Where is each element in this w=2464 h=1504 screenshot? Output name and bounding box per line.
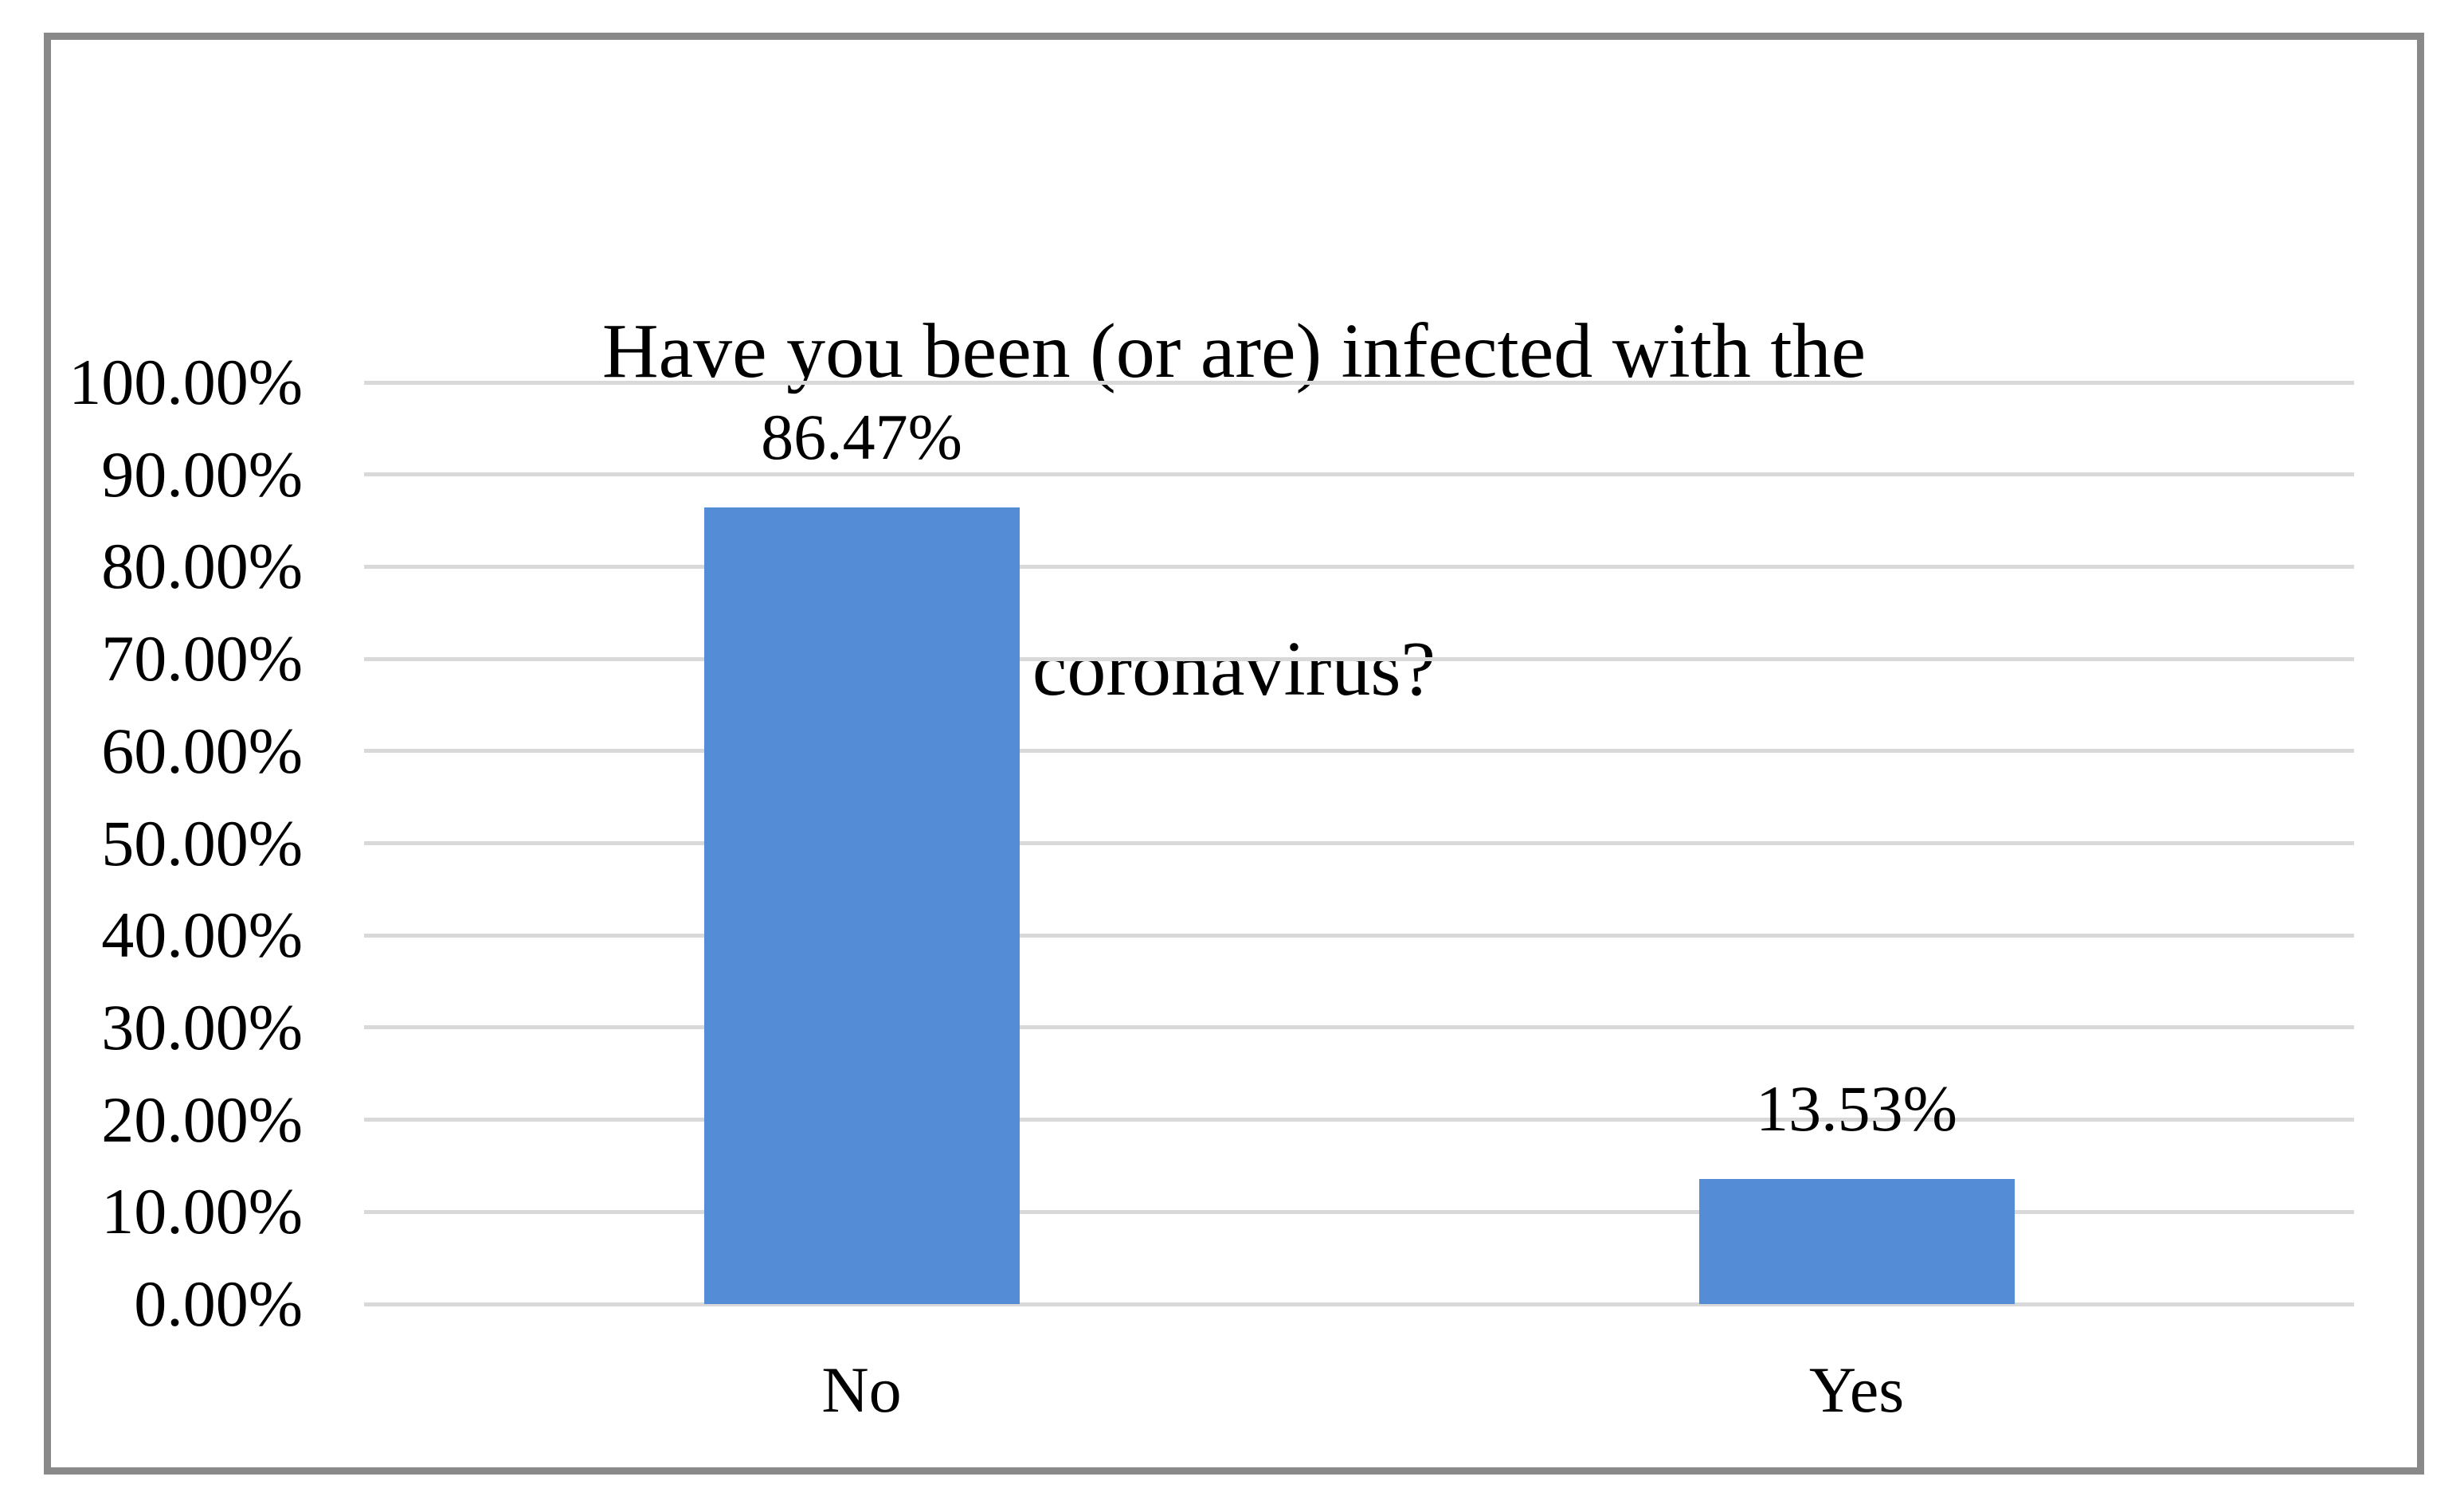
y-axis-tick-label: 90.00% [101, 437, 303, 511]
category-label-no: No [821, 1353, 902, 1426]
gridline [364, 1209, 2354, 1214]
y-axis-tick-label: 100.00% [69, 346, 303, 418]
chart-title-line-1: Have you been (or are) infected with the [601, 308, 1867, 394]
y-axis-tick-label: 60.00% [101, 714, 303, 787]
y-axis-tick-label: 80.00% [101, 530, 303, 603]
gridline [364, 564, 2354, 569]
y-axis-tick-label: 10.00% [101, 1175, 303, 1248]
data-label-no: 86.47% [761, 400, 962, 473]
gridline [364, 1025, 2354, 1030]
gridline [364, 841, 2354, 845]
gridline [364, 749, 2354, 754]
bar-yes [1698, 1179, 2015, 1304]
y-axis-tick-label: 30.00% [101, 990, 303, 1063]
y-axis-tick-label: 40.00% [101, 899, 303, 972]
data-label-yes: 13.53% [1756, 1072, 1957, 1146]
gridline [364, 380, 2354, 385]
y-axis-tick-label: 50.00% [101, 806, 303, 879]
gridline [364, 472, 2354, 477]
y-axis-tick-label: 0.00% [134, 1267, 303, 1340]
chart-title-line-2: coronavirus? [1032, 626, 1436, 712]
plot-area [364, 380, 2354, 1306]
chart-title: Have you been (or are) infected with the… [44, 87, 2424, 934]
category-label-yes: Yes [1808, 1353, 1905, 1426]
chart-frame [44, 33, 2424, 1475]
bar-no [703, 507, 1020, 1304]
gridline [364, 656, 2354, 661]
y-axis-tick-label: 20.00% [101, 1083, 303, 1156]
gridline [364, 1302, 2354, 1306]
y-axis-tick-label: 70.00% [101, 622, 303, 695]
gridline [364, 1118, 2354, 1122]
gridline [364, 933, 2354, 938]
